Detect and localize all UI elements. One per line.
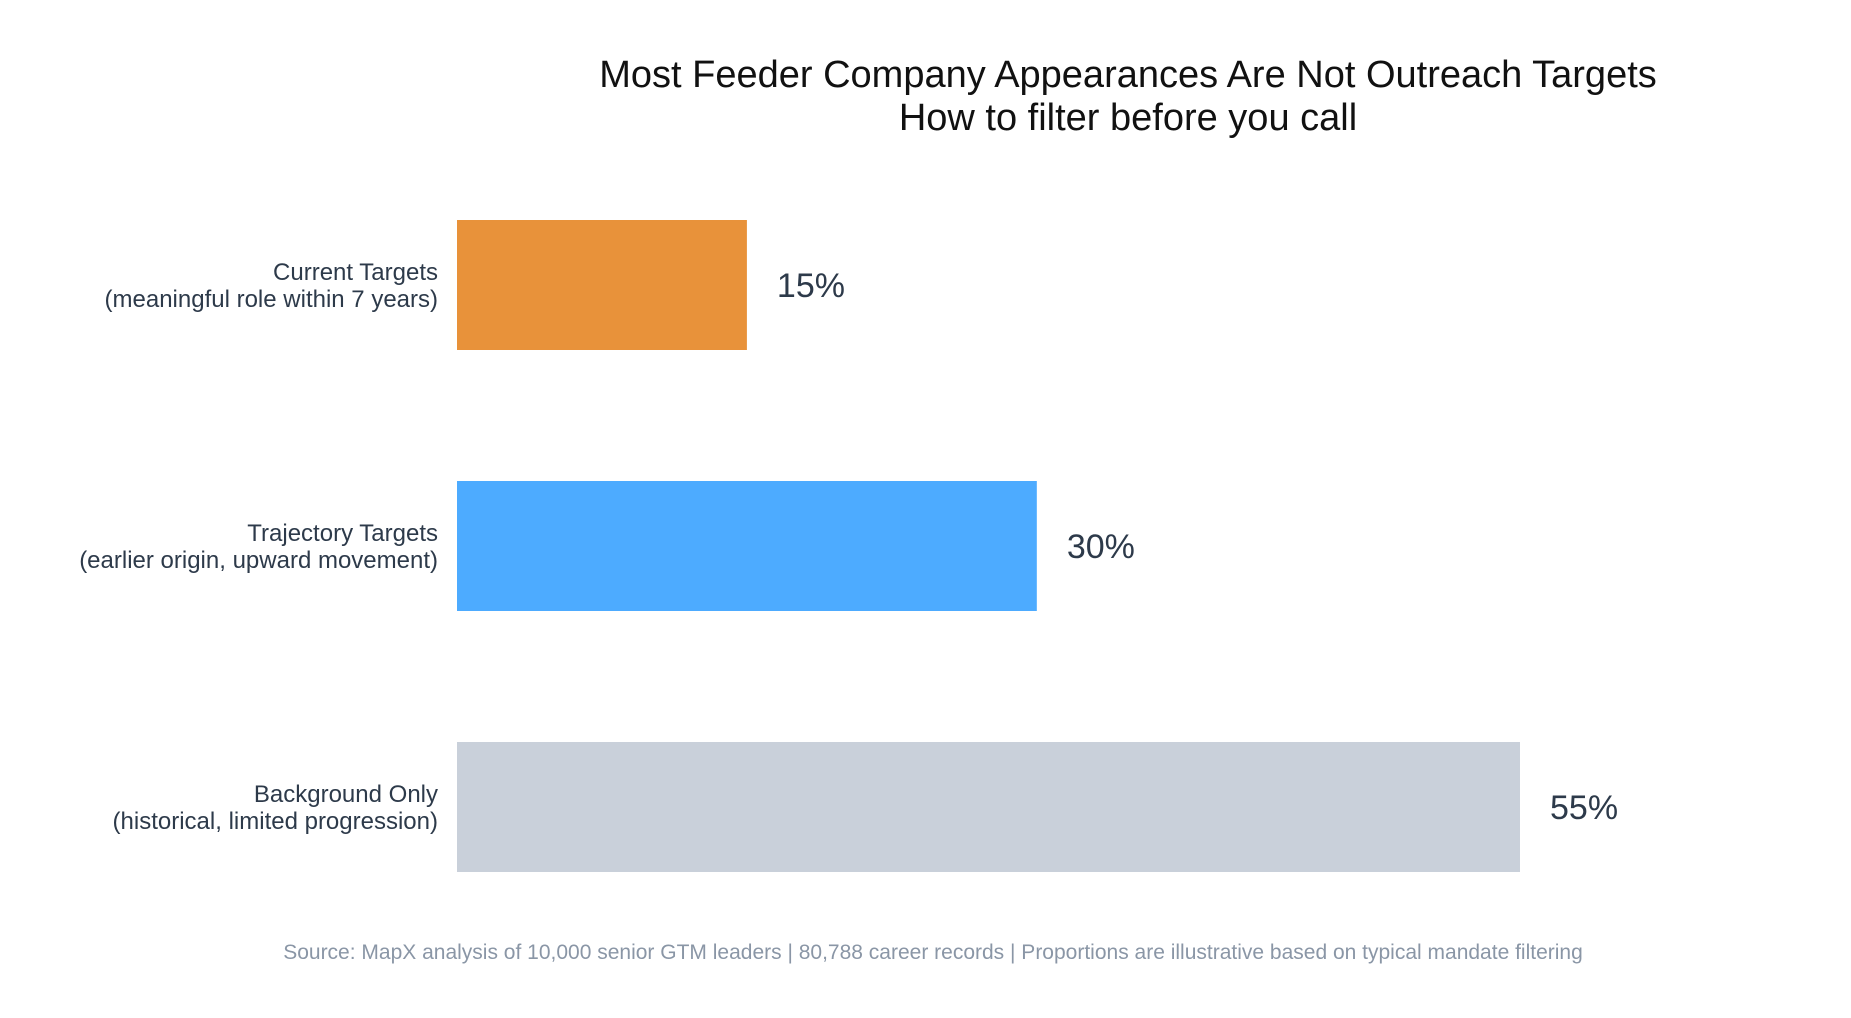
category-label-trajectory-targets: Trajectory Targets bbox=[247, 520, 438, 547]
category-description-current-targets: (meaningful role within 7 years) bbox=[105, 286, 438, 313]
value-label-current-targets: 15% bbox=[777, 267, 845, 305]
chart-subtitle: How to filter before you call bbox=[899, 97, 1357, 139]
category-label-current-targets: Current Targets bbox=[273, 259, 438, 286]
bar-trajectory-targets bbox=[457, 481, 1037, 611]
bar-group: Current Targets(meaningful role within 7… bbox=[79, 220, 1618, 872]
value-label-background-only: 55% bbox=[1550, 789, 1618, 827]
category-description-background-only: (historical, limited progression) bbox=[113, 808, 438, 835]
source-note: Source: MapX analysis of 10,000 senior G… bbox=[283, 941, 1583, 964]
category-description-trajectory-targets: (earlier origin, upward movement) bbox=[79, 547, 438, 574]
chart-title: Most Feeder Company Appearances Are Not … bbox=[599, 54, 1657, 96]
value-label-trajectory-targets: 30% bbox=[1067, 528, 1135, 566]
bar-background-only bbox=[457, 742, 1520, 872]
category-label-background-only: Background Only bbox=[254, 781, 438, 808]
bar-current-targets bbox=[457, 220, 747, 350]
